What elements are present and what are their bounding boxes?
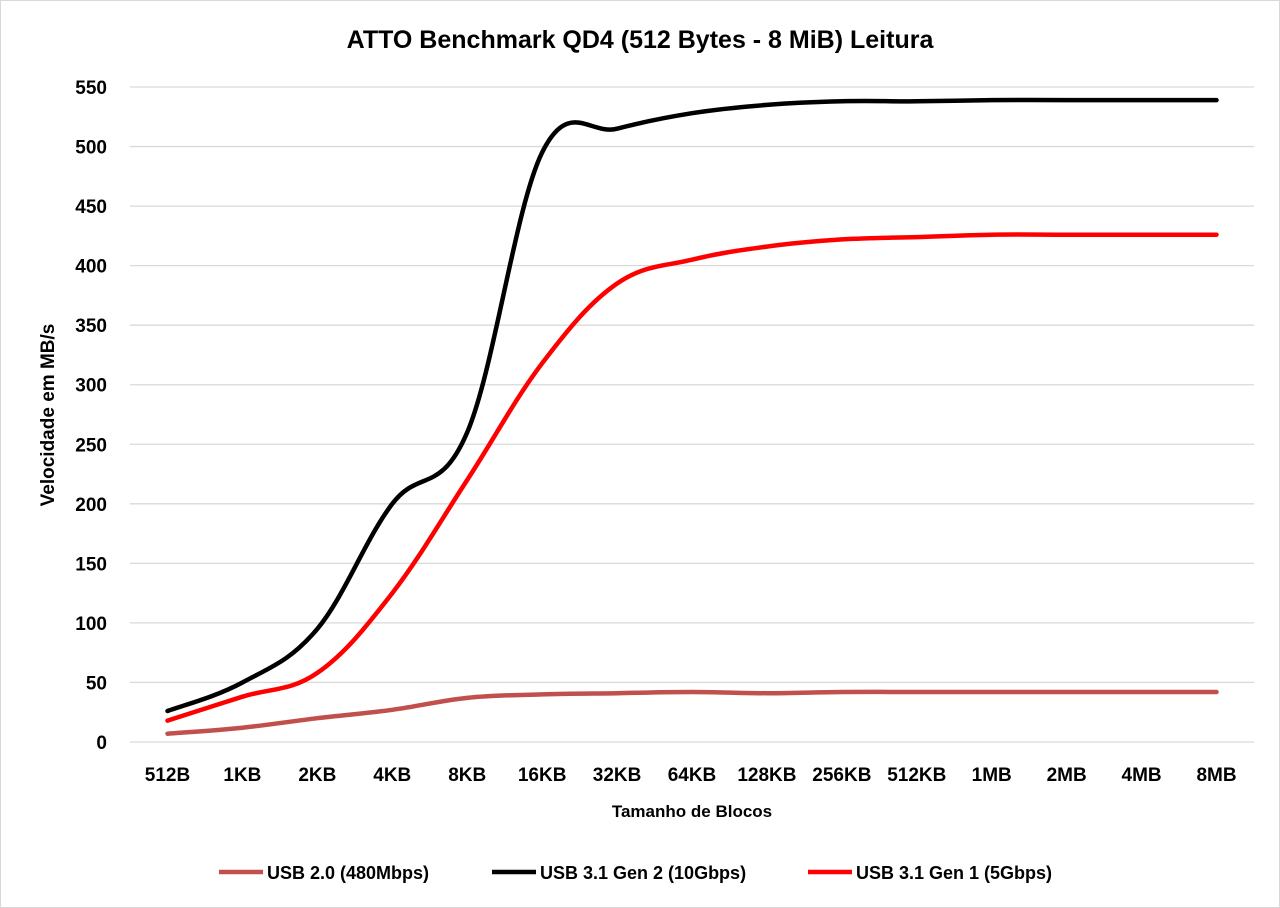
series-line-0 [165, 689, 1219, 736]
x-tick-label: 1KB [223, 765, 261, 786]
legend-label-1: USB 3.1 Gen 2 (10Gbps) [540, 863, 746, 883]
x-tick-label: 128KB [737, 765, 796, 786]
y-tick-label: 50 [86, 673, 107, 694]
series-line-2 [165, 232, 1219, 723]
x-tick-label: 64KB [668, 765, 717, 786]
series-lines [165, 97, 1219, 736]
y-tick-label: 250 [75, 435, 107, 456]
x-tick-label: 1MB [972, 765, 1012, 786]
series-line-1 [165, 97, 1219, 714]
y-axis-ticks: 0 50 100 150 200 250 300 350 400 450 500 550 [75, 78, 107, 754]
x-axis-title: Tamanho de Blocos [612, 802, 772, 821]
gridlines [130, 86, 1254, 743]
x-tick-label: 8KB [448, 765, 486, 786]
x-axis-ticks: 512B 1KB 2KB 4KB 8KB 16KB 32KB 64KB 128KB 256KB 51… [145, 765, 1237, 786]
x-tick-label: 256KB [812, 765, 871, 786]
y-tick-label: 150 [75, 554, 107, 575]
x-tick-label: 512B [145, 765, 190, 786]
legend-label-2: USB 3.1 Gen 1 (5Gbps) [856, 863, 1052, 883]
chart-title: ATTO Benchmark QD4 (512 Bytes - 8 MiB) L… [347, 26, 935, 54]
y-tick-label: 350 [75, 316, 107, 337]
y-axis-title: Velocidade em MB/s [38, 324, 59, 507]
y-tick-label: 500 [75, 138, 107, 159]
y-tick-label: 300 [75, 376, 107, 397]
x-tick-label: 2KB [298, 765, 336, 786]
y-tick-label: 0 [96, 733, 107, 754]
x-tick-label: 4KB [373, 765, 411, 786]
y-tick-label: 450 [75, 197, 107, 218]
y-tick-label: 400 [75, 257, 107, 278]
x-tick-label: 2MB [1047, 765, 1087, 786]
x-tick-label: 4MB [1122, 765, 1162, 786]
y-tick-label: 200 [75, 495, 107, 516]
legend: USB 2.0 (480Mbps) USB 3.1 Gen 2 (10Gbps) U… [219, 863, 1052, 883]
y-tick-label: 550 [75, 78, 107, 99]
x-tick-label: 32KB [593, 765, 642, 786]
x-tick-label: 8MB [1196, 765, 1236, 786]
x-tick-label: 512KB [887, 765, 946, 786]
x-tick-label: 16KB [518, 765, 567, 786]
legend-label-0: USB 2.0 (480Mbps) [267, 863, 429, 883]
y-tick-label: 100 [75, 614, 107, 635]
